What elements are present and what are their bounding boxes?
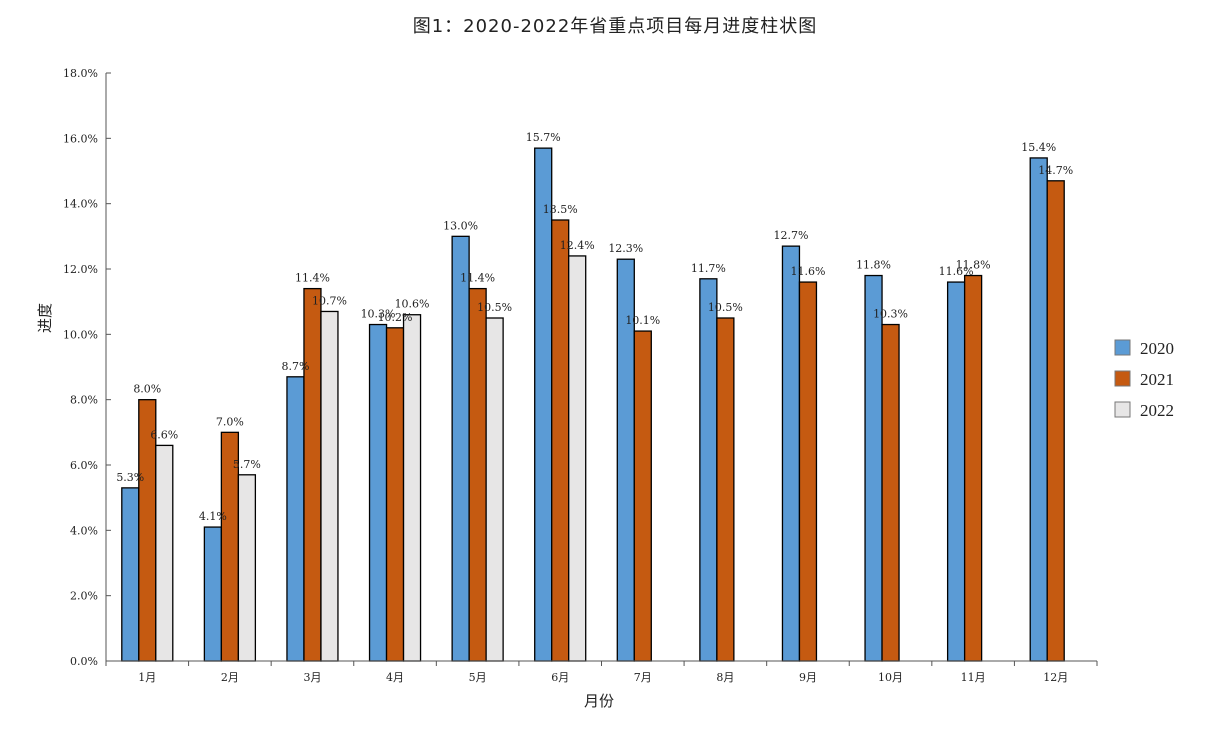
bar-2020-8 xyxy=(699,278,718,662)
y-tick-label-6: 12.0% xyxy=(63,263,98,276)
data-label-2022-2: 5.7% xyxy=(233,458,261,471)
axes-layer: 1月 2月 3月 4月 5月 6月 7月 8月 9月 10月 11月 12月 0.0% 2.0% 4.0% 6… xyxy=(63,67,1098,684)
bar-2020-3 xyxy=(286,376,305,662)
data-label-2021-3: 11.4% xyxy=(295,272,330,285)
data-label-2020-5: 13.0% xyxy=(443,219,478,232)
x-tick-label-5: 5月 xyxy=(469,671,487,684)
y-tick-label-5: 10.0% xyxy=(63,328,98,341)
x-tick-label-9: 9月 xyxy=(799,671,817,684)
chart-title: 图1：2020-2022年省重点项目每月进度柱状图 xyxy=(413,16,818,37)
bar-2021-6 xyxy=(551,219,570,662)
data-label-2022-1: 6.6% xyxy=(150,428,178,441)
x-axis-title: 月份 xyxy=(584,692,614,710)
data-label-2021-9: 11.6% xyxy=(790,265,825,278)
bar-2020-5 xyxy=(451,235,470,662)
data-label-2021-7: 10.1% xyxy=(625,314,660,327)
x-tick-label-3: 3月 xyxy=(303,671,321,684)
bar-2020-9 xyxy=(781,245,801,662)
data-label-2020-10: 11.8% xyxy=(856,259,891,272)
legend-label-2021: 2021 xyxy=(1140,370,1174,389)
y-tick-label-4: 8.0% xyxy=(70,394,98,407)
x-tick-label-8: 8月 xyxy=(716,671,734,684)
data-label-2022-4: 10.6% xyxy=(395,298,430,311)
data-label-2021-6: 13.5% xyxy=(543,203,578,216)
bar-2022-1 xyxy=(155,444,174,662)
data-label-2021-10: 10.3% xyxy=(873,308,908,321)
x-tick-label-10: 10月 xyxy=(878,671,903,684)
bar-2022-5 xyxy=(485,317,504,662)
data-label-2021-12: 14.7% xyxy=(1038,164,1073,177)
bar-2020-6 xyxy=(534,147,553,662)
bar-2022-3 xyxy=(320,310,339,662)
bar-2021-3 xyxy=(303,287,322,662)
data-label-2020-6: 15.7% xyxy=(526,131,561,144)
data-label-2020-11: 11.6% xyxy=(939,265,974,278)
data-label-2021-2: 7.0% xyxy=(216,415,244,428)
y-tick-label-9: 18.0% xyxy=(63,67,98,80)
bar-2020-4 xyxy=(368,323,388,662)
y-axis-title: 进度 xyxy=(36,303,54,333)
bar-2021-10 xyxy=(881,323,900,662)
y-tick-label-8: 16.0% xyxy=(63,132,98,145)
legend: 2020 2021 2022 xyxy=(1114,339,1174,420)
bar-2021-9 xyxy=(798,281,818,662)
data-label-2021-5: 11.4% xyxy=(460,272,495,285)
legend-swatch-2021 xyxy=(1114,370,1131,387)
bar-2021-12 xyxy=(1046,180,1065,662)
data-label-2020-2: 4.1% xyxy=(199,510,227,523)
bar-2021-11 xyxy=(963,274,983,662)
y-tick-label-3: 6.0% xyxy=(70,459,98,472)
data-label-2020-9: 12.7% xyxy=(773,229,808,242)
data-labels-layer: 5.3% 8.0% 6.6% 4.1% 7.0% 5.7% 8.7% 11.4% 10.7% 10… xyxy=(116,131,1073,523)
bar-2022-6 xyxy=(568,255,587,662)
data-label-2020-7: 12.3% xyxy=(608,242,643,255)
legend-swatch-2022 xyxy=(1114,401,1131,418)
data-label-2021-11: 11.8% xyxy=(956,259,991,272)
x-tick-label-1: 1月 xyxy=(138,671,156,684)
bar-2020-1 xyxy=(121,487,140,662)
data-label-2020-3: 8.7% xyxy=(281,360,309,373)
data-label-2020-1: 5.3% xyxy=(116,471,144,484)
y-tick-label-1: 2.0% xyxy=(70,590,98,603)
y-tick-label-7: 14.0% xyxy=(63,198,98,211)
bar-2021-8 xyxy=(716,317,735,662)
y-tick-label-0: 0.0% xyxy=(70,655,98,668)
x-tick-label-4: 4月 xyxy=(386,671,404,684)
data-label-2020-8: 11.7% xyxy=(691,262,726,275)
data-label-2022-3: 10.7% xyxy=(312,294,347,307)
data-label-2021-4: 10.2% xyxy=(378,311,413,324)
x-tick-label-11: 11月 xyxy=(961,671,986,684)
bar-2022-4 xyxy=(402,314,422,662)
bar-2021-7 xyxy=(633,330,652,662)
x-tick-label-12: 12月 xyxy=(1043,671,1068,684)
bars-layer xyxy=(121,147,1065,662)
bar-2020-12 xyxy=(1029,157,1048,662)
data-label-2020-12: 15.4% xyxy=(1021,141,1056,154)
data-label-2021-8: 10.5% xyxy=(708,301,743,314)
legend-label-2020: 2020 xyxy=(1140,339,1174,358)
bar-2020-11 xyxy=(946,281,966,662)
legend-swatch-2020 xyxy=(1114,339,1131,356)
bar-2020-10 xyxy=(864,274,883,662)
bar-2021-4 xyxy=(385,327,405,662)
y-tick-label-2: 4.0% xyxy=(70,524,98,537)
bar-2022-2 xyxy=(237,474,257,662)
legend-label-2022: 2022 xyxy=(1140,401,1174,420)
data-label-2022-5: 10.5% xyxy=(477,301,512,314)
data-label-2022-6: 12.4% xyxy=(560,239,595,252)
x-tick-label-6: 6月 xyxy=(551,671,569,684)
bar-2020-2 xyxy=(203,526,223,662)
x-tick-label-2: 2月 xyxy=(221,671,239,684)
x-tick-label-7: 7月 xyxy=(634,671,652,684)
bar-2021-5 xyxy=(468,287,487,662)
data-label-2020-4: 10.3% xyxy=(361,308,396,321)
data-label-2021-1: 8.0% xyxy=(133,383,161,396)
